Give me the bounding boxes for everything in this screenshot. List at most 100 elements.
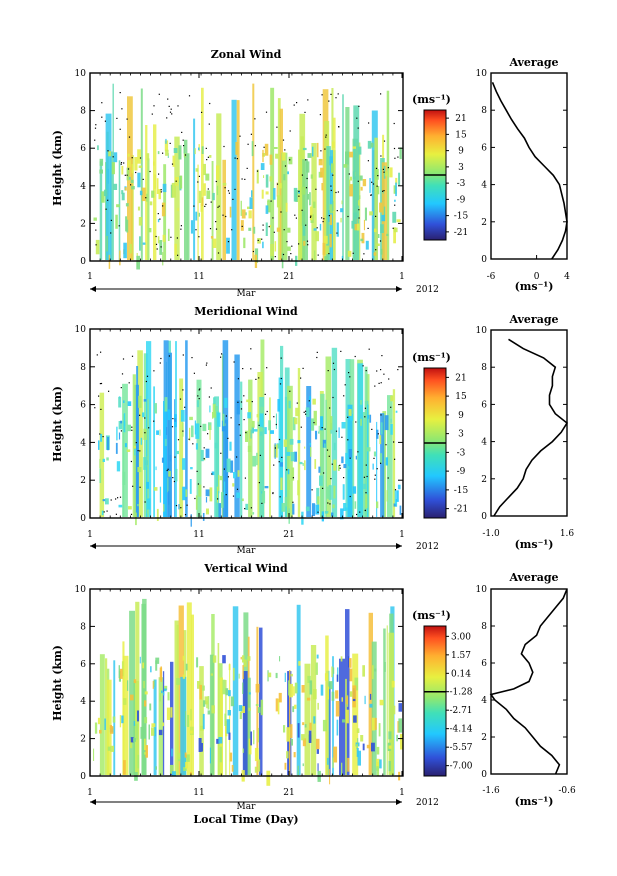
y-tick-label: 10 — [75, 585, 87, 595]
colorbar-tick-label: 21 — [455, 114, 466, 124]
x-tick-label: 1 — [87, 788, 93, 798]
month-label: Mar — [237, 546, 257, 556]
colorbar-tick-label: 3 — [458, 430, 464, 440]
y-tick-label: 0 — [80, 257, 86, 267]
y-tick-label: 8 — [80, 107, 86, 117]
x-tick-label: 21 — [283, 788, 294, 798]
profile-y-tick-label: 2 — [481, 733, 487, 743]
colorbar-tick-label: -3 — [457, 179, 466, 189]
profile-y-tick-label: 0 — [481, 512, 487, 522]
profile-line — [493, 338, 569, 517]
colorbar-tick-label: 3 — [458, 163, 464, 173]
y-tick-label: 6 — [80, 401, 86, 411]
colorbar-tick-label: 9 — [458, 147, 464, 157]
y-tick-label: 4 — [80, 697, 86, 707]
colorbar-gradient — [423, 625, 447, 777]
profile-y-tick-label: 0 — [481, 255, 487, 265]
average-profile: 0 2 4 6 8 10 -1.6 -0.6 — [476, 585, 576, 796]
profile-x-tick-label: -0.6 — [558, 786, 576, 796]
profile-x-tick-label: -1.0 — [482, 529, 500, 539]
plot-frame — [89, 328, 404, 519]
profile-y-tick-label: 0 — [481, 770, 487, 780]
y-tick-label: 4 — [80, 438, 86, 448]
colorbar-tick-label: -2.71 — [449, 706, 472, 716]
year-label: 2012 — [416, 798, 439, 808]
plot-frame — [89, 72, 404, 262]
y-tick-label: 8 — [80, 622, 86, 632]
x-ticks: 1 11 21 1 — [87, 73, 405, 282]
y-ticks: 0 2 4 6 8 10 — [75, 585, 403, 782]
profile-frame — [490, 329, 568, 517]
y-ticks: 0 2 4 6 8 10 — [75, 69, 403, 267]
profile-frame — [490, 588, 568, 775]
colorbar-unit: (ms⁻¹) — [412, 93, 451, 106]
y-axis-label: Height (km) — [51, 645, 64, 721]
profile-y-tick-label: 4 — [481, 696, 487, 706]
profile-y-tick-label: 10 — [476, 326, 488, 336]
profile-y-tick-label: 6 — [481, 143, 487, 153]
colorbar-tick-label: 3.00 — [451, 632, 471, 642]
colorbar-tick-label: -15 — [454, 486, 469, 496]
heatmap-area — [93, 598, 403, 786]
profile-frame — [490, 72, 568, 260]
colorbar: 3.00 1.57 0.14 -1.28 -2.71 -4.14 -5.57 -7.00 — [423, 625, 473, 777]
profile-y-tick-label: 8 — [481, 363, 487, 373]
heatmap-area — [94, 339, 402, 527]
chart-title: Meridional Wind — [194, 305, 298, 318]
profile-unit: (ms⁻¹) — [515, 280, 554, 293]
x-tick-label: 1 — [399, 530, 405, 540]
average-title: Average — [508, 56, 558, 69]
profile-y-tick-label: 6 — [481, 659, 487, 669]
colorbar: 21 15 9 3 -3 -9 -15 -21 — [423, 109, 469, 241]
y-tick-label: 6 — [80, 144, 86, 154]
year-label: 2012 — [416, 285, 439, 295]
colorbar-tick-label: -9 — [457, 467, 466, 477]
colorbar-tick-label: 21 — [455, 373, 466, 383]
profile-y-tick-label: 4 — [481, 181, 487, 191]
y-axis-label: Height (km) — [51, 130, 64, 206]
profile-y-tick-label: 2 — [481, 475, 487, 485]
colorbar-unit: (ms⁻¹) — [412, 351, 451, 364]
colorbar-tick-label: 15 — [455, 130, 467, 140]
y-tick-label: 0 — [80, 772, 86, 782]
chart-title: Vertical Wind — [203, 562, 288, 575]
profile-x-tick-label: -6 — [487, 272, 496, 282]
x-tick-label: 1 — [399, 272, 405, 282]
y-tick-label: 6 — [80, 660, 86, 670]
y-tick-label: 8 — [80, 363, 86, 373]
time-axis-bar: Mar 2012 — [90, 285, 439, 299]
colorbar-tick-label: 1.57 — [451, 651, 471, 661]
average-profile: 0 2 4 6 8 10 -1.0 1.6 — [476, 326, 575, 539]
y-tick-label: 4 — [80, 182, 86, 192]
colorbar-tick-label: -5.57 — [449, 743, 472, 753]
y-tick-label: 0 — [80, 514, 86, 524]
time-axis-bar: Mar 2012 — [90, 542, 439, 556]
colorbar-unit: (ms⁻¹) — [412, 609, 451, 622]
x-axis-label: Local Time (Day) — [193, 813, 298, 826]
profile-x-tick-label: 4 — [564, 272, 570, 282]
heatmap-area — [93, 83, 402, 270]
y-axis-label: Height (km) — [51, 386, 64, 462]
profile-y-tick-label: 8 — [481, 622, 487, 632]
colorbar-tick-label: -21 — [454, 505, 469, 515]
profile-x-tick-label: -1.6 — [482, 786, 500, 796]
y-tick-label: 10 — [75, 69, 87, 79]
y-tick-label: 10 — [75, 325, 87, 335]
profile-line — [489, 588, 568, 775]
chart-title: Zonal Wind — [211, 48, 282, 61]
average-title: Average — [508, 313, 558, 326]
colorbar-tick-label: -1.28 — [449, 688, 472, 698]
y-tick-label: 2 — [80, 476, 86, 486]
colorbar-tick-label: 9 — [458, 411, 464, 421]
average-title: Average — [508, 571, 558, 584]
x-tick-label: 1 — [87, 272, 93, 282]
x-tick-label: 11 — [193, 530, 204, 540]
x-tick-label: 1 — [87, 530, 93, 540]
profile-x-tick-label: 0 — [534, 272, 540, 282]
profile-y-tick-label: 2 — [481, 218, 487, 228]
profile-line — [491, 81, 568, 260]
x-ticks: 1 11 21 1 — [87, 329, 405, 540]
